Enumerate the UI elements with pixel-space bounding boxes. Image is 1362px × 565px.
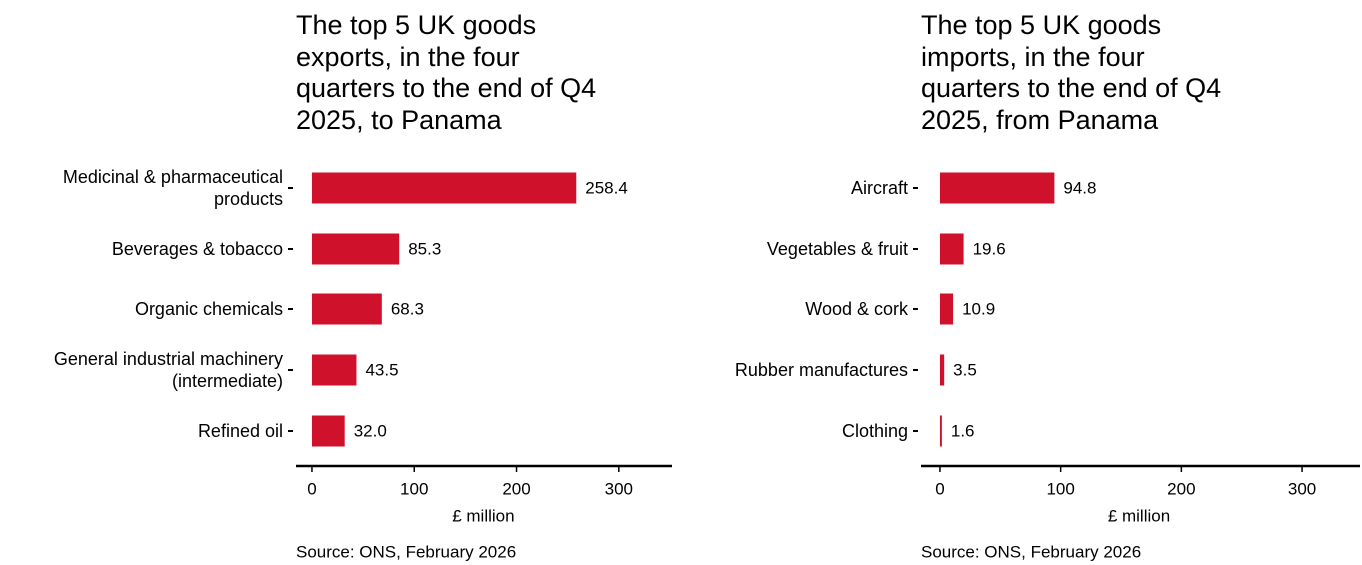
y-tick-label: Medicinal & pharmaceutical products (62, 167, 283, 209)
bar (311, 354, 357, 386)
bar (939, 233, 964, 265)
x-tick-label: 200 (502, 479, 530, 498)
value-label: 3.5 (953, 360, 977, 379)
x-axis-label: £ million (452, 506, 514, 525)
value-label: 1.6 (951, 421, 975, 440)
y-tick-label: Organic chemicals (134, 299, 283, 319)
x-tick-label: 200 (1167, 479, 1195, 498)
x-tick-label: 0 (307, 479, 316, 498)
chart-title: The top 5 UK goods exports, in the four … (296, 10, 597, 135)
x-tick-label: 100 (1046, 479, 1074, 498)
bar (311, 172, 577, 204)
y-tick-label: Aircraft (850, 178, 908, 198)
bar (939, 293, 954, 325)
source: Source: ONS, February 2026 (296, 542, 516, 561)
value-label: 43.5 (365, 360, 398, 379)
y-tick-label: Rubber manufactures (734, 360, 908, 380)
bar (939, 354, 945, 386)
y-tick-label: Vegetables & fruit (766, 239, 908, 259)
source: Source: ONS, February 2026 (921, 542, 1141, 561)
x-axis-label: £ million (1108, 506, 1170, 525)
value-label: 94.8 (1063, 178, 1096, 197)
bar (939, 415, 942, 447)
value-label: 32.0 (354, 421, 387, 440)
value-label: 10.9 (962, 299, 995, 318)
bar (939, 172, 1055, 204)
bar (311, 293, 382, 325)
value-label: 85.3 (408, 239, 441, 258)
bar (311, 415, 345, 447)
y-tick-label: Refined oil (197, 421, 283, 441)
x-tick-label: 100 (400, 479, 428, 498)
y-tick-label: General industrial machinery (intermedia… (53, 349, 283, 391)
chart-title: The top 5 UK goods imports, in the four … (921, 10, 1222, 135)
y-tick-label: Clothing (841, 421, 908, 441)
value-label: 19.6 (973, 239, 1006, 258)
x-tick-label: 300 (605, 479, 633, 498)
x-tick-label: 300 (1288, 479, 1316, 498)
value-label: 68.3 (391, 299, 424, 318)
bar (311, 233, 400, 265)
y-tick-label: Wood & cork (805, 299, 908, 319)
x-tick-label: 0 (935, 479, 944, 498)
y-tick-label: Beverages & tobacco (111, 239, 283, 259)
value-label: 258.4 (585, 178, 628, 197)
